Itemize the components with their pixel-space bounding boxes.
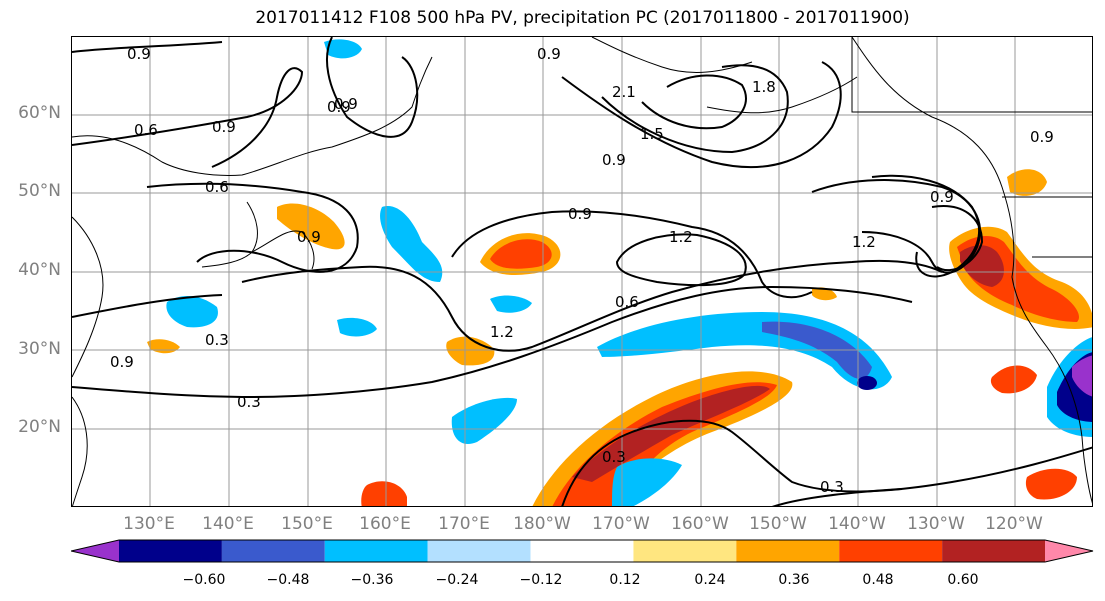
map-panel: 0.9 0.9 0.6 0.9 0.9 0.6 2.1 1.5 1.8 0.9 … bbox=[71, 36, 1093, 507]
precip-positive-blob-f bbox=[990, 365, 1037, 394]
precip-negative-band-core bbox=[762, 321, 872, 379]
contour-label: 0.3 bbox=[205, 331, 229, 349]
precip-negative-blob-e bbox=[612, 458, 682, 506]
contour-label: 0.6 bbox=[134, 121, 158, 139]
lon-label-160w: 160°W bbox=[671, 514, 729, 534]
map-canvas: 0.9 0.9 0.6 0.9 0.9 0.6 2.1 1.5 1.8 0.9 … bbox=[72, 37, 1092, 506]
contour-label: 0.9 bbox=[327, 98, 351, 116]
lat-label-50n: 50°N bbox=[18, 181, 61, 201]
contour-labels: 0.9 0.9 0.6 0.9 0.9 0.6 2.1 1.5 1.8 0.9 … bbox=[110, 45, 1054, 496]
colorbar-tick-label: 0.12 bbox=[609, 572, 641, 588]
contour-label: 2.1 bbox=[612, 83, 636, 101]
precip-positive-blob-i bbox=[812, 287, 837, 301]
precip-positive-blob-j bbox=[147, 339, 180, 354]
contour-label: 0.9 bbox=[127, 45, 151, 63]
contour-label: 1.8 bbox=[752, 78, 776, 96]
colorbar bbox=[71, 539, 1094, 563]
lon-label-130w: 130°W bbox=[907, 514, 965, 534]
lat-label-40n: 40°N bbox=[18, 260, 61, 280]
colorbar-tick-label: −0.12 bbox=[519, 572, 563, 588]
lon-label-170e: 170°E bbox=[438, 514, 490, 534]
colorbar-tick-label: 0.36 bbox=[778, 572, 810, 588]
colorbar-tick-label: −0.48 bbox=[266, 572, 310, 588]
precip-positive-blob-b bbox=[277, 203, 345, 250]
colorbar-outline bbox=[71, 539, 1094, 563]
colorbar-bin bbox=[530, 540, 634, 562]
contour-label: 1.5 bbox=[640, 125, 664, 143]
contour-label: 1.2 bbox=[669, 228, 693, 246]
contour-label: 0.9 bbox=[568, 205, 592, 223]
precip-negative-blob-h bbox=[490, 295, 532, 313]
contour-label: 0.9 bbox=[212, 118, 236, 136]
colorbar-tick-label: 0.24 bbox=[694, 572, 726, 588]
lon-label-170w: 170°W bbox=[592, 514, 650, 534]
colorbar-bin bbox=[221, 540, 325, 562]
precip-negative-blob-b-peak bbox=[1072, 355, 1092, 397]
colorbar-bin bbox=[119, 540, 222, 562]
contour-label: 0.9 bbox=[297, 228, 321, 246]
precip-negative-blob-f bbox=[324, 39, 362, 59]
contour-label: 0.9 bbox=[602, 151, 626, 169]
lon-label-150w: 150°W bbox=[749, 514, 807, 534]
contour-label: 0.3 bbox=[602, 448, 626, 466]
lon-label-140w: 140°W bbox=[828, 514, 886, 534]
lon-label-160e: 160°E bbox=[359, 514, 411, 534]
colorbar-bin bbox=[942, 540, 1045, 562]
lat-label-60n: 60°N bbox=[18, 103, 61, 123]
precip-positive-blob-a-core bbox=[490, 239, 552, 269]
precip-positive-blob-h bbox=[1007, 169, 1047, 196]
contour-label: 0.9 bbox=[537, 45, 561, 63]
contour-label: 1.2 bbox=[490, 323, 514, 341]
colorbar-tick-label: 0.48 bbox=[862, 572, 894, 588]
colorbar-bin bbox=[736, 540, 840, 562]
precip-positive-blob-e bbox=[361, 481, 407, 506]
contour-label: 0.6 bbox=[205, 178, 229, 196]
graticule bbox=[72, 37, 1092, 506]
colorbar-bin bbox=[324, 540, 428, 562]
colorbar-bin bbox=[633, 540, 737, 562]
precip-negative-blob-g bbox=[337, 317, 377, 337]
map-title: 2017011412 F108 500 hPa PV, precipitatio… bbox=[255, 8, 910, 28]
lon-label-120w: 120°W bbox=[985, 514, 1043, 534]
lat-label-20n: 20°N bbox=[18, 417, 61, 437]
contour-label: 0.6 bbox=[615, 293, 639, 311]
lon-label-140e: 140°E bbox=[202, 514, 254, 534]
contour-label: 0.9 bbox=[334, 95, 358, 113]
coastlines bbox=[72, 37, 1092, 506]
colorbar-bin bbox=[839, 540, 943, 562]
colorbar-tick-label: 0.60 bbox=[947, 572, 979, 588]
precip-negative-blob-c bbox=[166, 295, 218, 328]
lon-label-150e: 150°E bbox=[281, 514, 333, 534]
colorbar-bin bbox=[71, 540, 119, 562]
lon-label-180w: 180°W bbox=[513, 514, 571, 534]
precip-negative-blob-a bbox=[380, 206, 443, 282]
precip-negative-spot bbox=[857, 376, 877, 390]
contour-label: 1.2 bbox=[852, 233, 876, 251]
contour-label: 0.9 bbox=[930, 188, 954, 206]
lon-label-130e: 130°E bbox=[123, 514, 175, 534]
colorbar-tick-label: −0.36 bbox=[350, 572, 394, 588]
contour-label: 0.9 bbox=[1030, 128, 1054, 146]
lat-label-30n: 30°N bbox=[18, 339, 61, 359]
pv-contours bbox=[72, 37, 1092, 506]
colorbar-tick-label: −0.60 bbox=[182, 572, 226, 588]
precip-negative-blob-d bbox=[451, 397, 517, 445]
precip-positive-blob-d bbox=[446, 336, 495, 366]
colorbar-bin bbox=[1045, 540, 1093, 562]
contour-label: 0.9 bbox=[110, 353, 134, 371]
colorbar-tick-label: −0.24 bbox=[435, 572, 479, 588]
precip-positive-blob-g bbox=[1025, 468, 1077, 500]
contour-label: 0.3 bbox=[820, 478, 844, 496]
contour-label: 0.3 bbox=[237, 393, 261, 411]
colorbar-bin bbox=[427, 540, 531, 562]
